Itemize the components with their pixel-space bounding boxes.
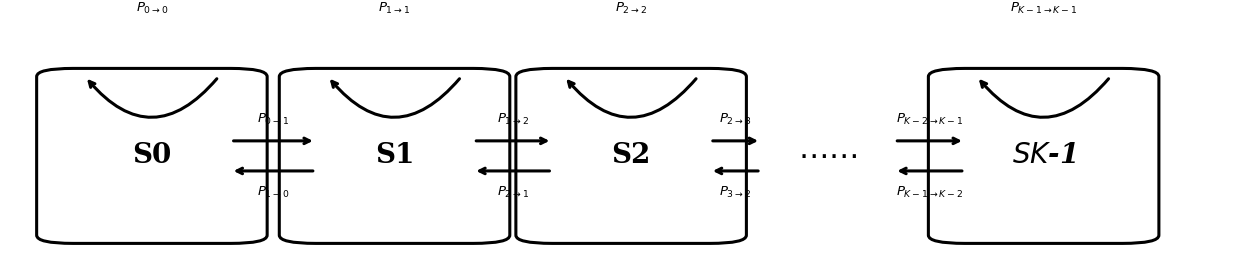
Text: $P_{K-1\rightarrow K-2}$: $P_{K-1\rightarrow K-2}$ xyxy=(896,185,963,200)
Text: $P_{0\rightarrow1}$: $P_{0\rightarrow1}$ xyxy=(258,112,290,127)
Text: $P_{1\rightarrow0}$: $P_{1\rightarrow0}$ xyxy=(258,185,290,200)
FancyBboxPatch shape xyxy=(280,68,510,243)
Text: $P_{0\rightarrow0}$: $P_{0\rightarrow0}$ xyxy=(136,1,168,16)
Text: $P_{K-1\rightarrow K-1}$: $P_{K-1\rightarrow K-1}$ xyxy=(1010,1,1077,16)
Text: S2: S2 xyxy=(612,142,651,169)
Text: $P_{2\rightarrow3}$: $P_{2\rightarrow3}$ xyxy=(719,112,751,127)
Text: $P_{3\rightarrow2}$: $P_{3\rightarrow2}$ xyxy=(719,185,751,200)
Text: $P_{K-2\rightarrow K-1}$: $P_{K-2\rightarrow K-1}$ xyxy=(896,112,963,127)
Text: S1: S1 xyxy=(375,142,415,169)
Text: $SK$-1: $SK$-1 xyxy=(1011,142,1076,169)
Text: $P_{1\rightarrow2}$: $P_{1\rightarrow2}$ xyxy=(496,112,529,127)
FancyBboxPatch shape xyxy=(516,68,747,243)
FancyBboxPatch shape xyxy=(928,68,1159,243)
FancyBboxPatch shape xyxy=(37,68,267,243)
Text: $\cdots\cdots$: $\cdots\cdots$ xyxy=(799,140,858,171)
Text: $P_{2\rightarrow2}$: $P_{2\rightarrow2}$ xyxy=(615,1,647,16)
Text: S0: S0 xyxy=(132,142,172,169)
Text: $P_{2\rightarrow1}$: $P_{2\rightarrow1}$ xyxy=(496,185,529,200)
Text: $P_{1\rightarrow1}$: $P_{1\rightarrow1}$ xyxy=(379,1,411,16)
